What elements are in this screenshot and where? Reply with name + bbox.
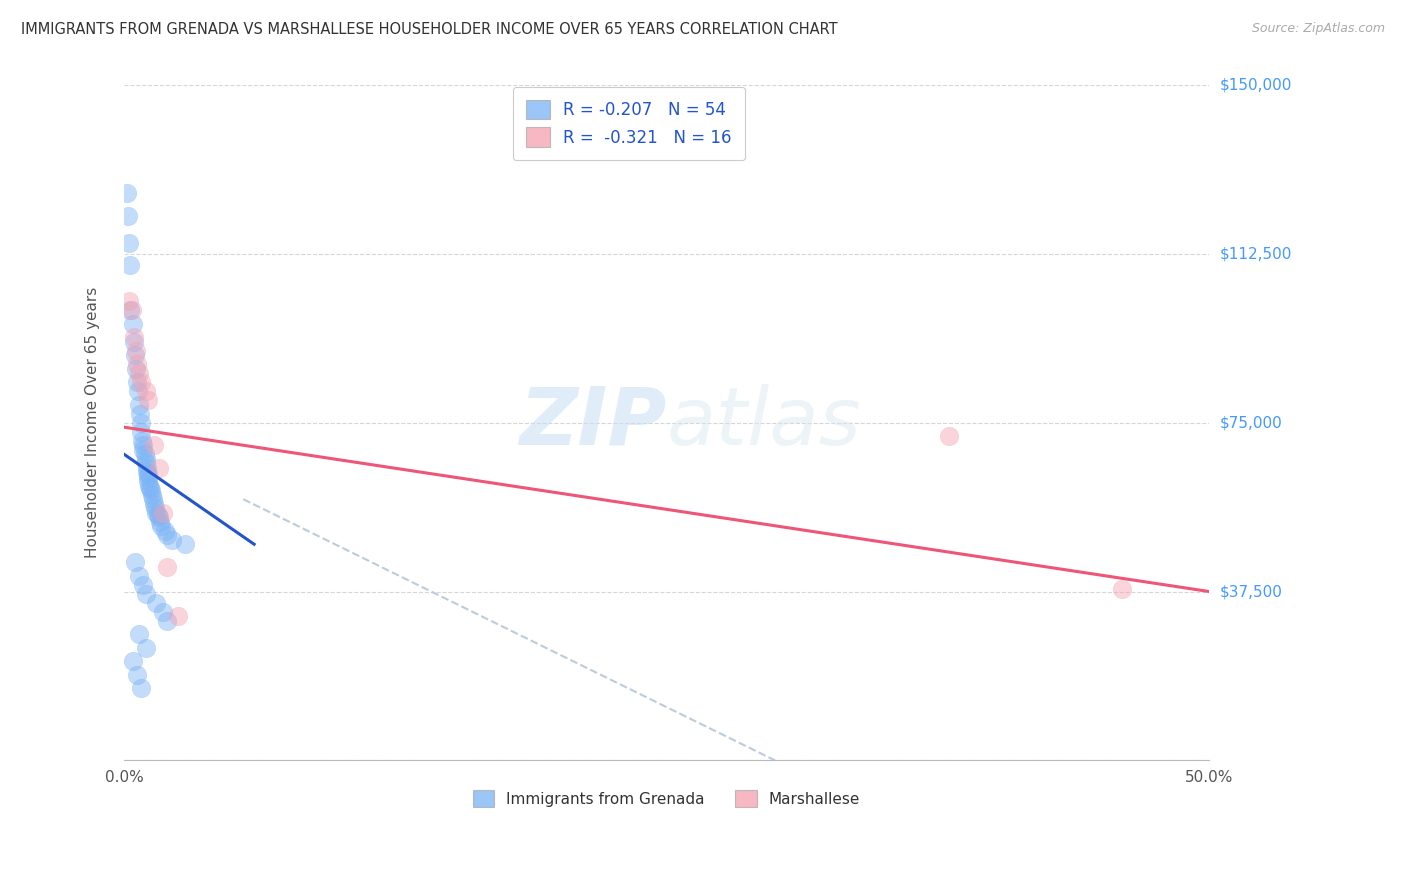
Point — [125, 343, 148, 358]
Point — [145, 596, 167, 610]
Point — [135, 451, 157, 466]
Point — [139, 481, 162, 495]
Point — [125, 361, 148, 376]
Point — [129, 416, 152, 430]
Point — [149, 515, 172, 529]
Point — [125, 357, 148, 371]
Point — [148, 460, 170, 475]
Point — [148, 510, 170, 524]
Text: $75,000: $75,000 — [1220, 415, 1282, 430]
Point — [1111, 582, 1133, 597]
Point — [129, 375, 152, 389]
Point — [129, 425, 152, 439]
Point — [152, 605, 174, 619]
Point — [135, 587, 157, 601]
Point — [138, 479, 160, 493]
Point — [136, 469, 159, 483]
Text: $37,500: $37,500 — [1220, 584, 1284, 599]
Point — [145, 501, 167, 516]
Point — [128, 568, 150, 582]
Point — [125, 668, 148, 682]
Point — [127, 384, 149, 398]
Point — [145, 506, 167, 520]
Point — [136, 465, 159, 479]
Point — [160, 533, 183, 547]
Point — [135, 384, 157, 398]
Y-axis label: Householder Income Over 65 years: Householder Income Over 65 years — [86, 287, 100, 558]
Point — [146, 508, 169, 522]
Point — [156, 559, 179, 574]
Point — [135, 640, 157, 655]
Point — [134, 447, 156, 461]
Point — [118, 235, 141, 250]
Point — [141, 488, 163, 502]
Text: IMMIGRANTS FROM GRENADA VS MARSHALLESE HOUSEHOLDER INCOME OVER 65 YEARS CORRELAT: IMMIGRANTS FROM GRENADA VS MARSHALLESE H… — [21, 22, 838, 37]
Point — [128, 398, 150, 412]
Point — [128, 627, 150, 641]
Point — [156, 528, 179, 542]
Point — [167, 609, 190, 624]
Point — [938, 429, 960, 443]
Point — [135, 460, 157, 475]
Point — [143, 438, 166, 452]
Point — [136, 467, 159, 482]
Point — [152, 506, 174, 520]
Point — [118, 294, 141, 309]
Point — [124, 348, 146, 362]
Point — [131, 434, 153, 448]
Text: $150,000: $150,000 — [1220, 78, 1292, 93]
Point — [117, 209, 139, 223]
Point — [125, 375, 148, 389]
Point — [136, 393, 159, 408]
Point — [120, 303, 142, 318]
Point — [129, 407, 152, 421]
Legend: Immigrants from Grenada, Marshallese: Immigrants from Grenada, Marshallese — [467, 784, 866, 814]
Text: Source: ZipAtlas.com: Source: ZipAtlas.com — [1251, 22, 1385, 36]
Point — [173, 537, 195, 551]
Point — [121, 317, 143, 331]
Point — [139, 483, 162, 498]
Point — [149, 519, 172, 533]
Text: atlas: atlas — [666, 384, 862, 462]
Point — [128, 366, 150, 380]
Point — [156, 614, 179, 628]
Point — [122, 334, 145, 349]
Point — [129, 681, 152, 696]
Point — [136, 474, 159, 488]
Point — [142, 492, 165, 507]
Point — [135, 456, 157, 470]
Point — [120, 258, 142, 272]
Point — [132, 442, 155, 457]
Point — [143, 497, 166, 511]
Point — [153, 524, 176, 538]
Point — [124, 555, 146, 569]
Point — [121, 303, 143, 318]
Point — [122, 330, 145, 344]
Point — [115, 186, 138, 200]
Point — [132, 578, 155, 592]
Text: ZIP: ZIP — [519, 384, 666, 462]
Point — [132, 438, 155, 452]
Point — [121, 654, 143, 668]
Text: $112,500: $112,500 — [1220, 246, 1292, 261]
